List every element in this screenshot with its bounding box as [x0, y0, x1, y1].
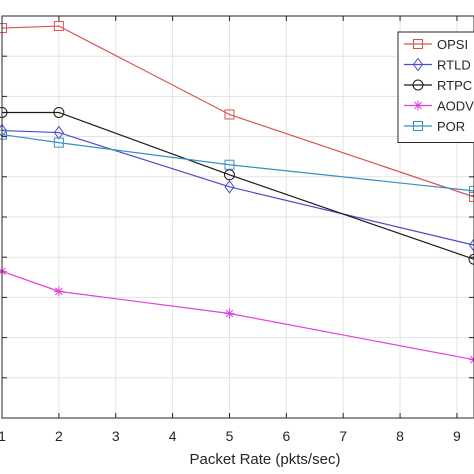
x-tick-label-2: 2: [55, 428, 63, 444]
x-tick-label-5: 5: [226, 428, 234, 444]
series-line-por: [1, 133, 474, 192]
x-tick-label-3: 3: [112, 428, 120, 444]
data-point-por-1: [53, 137, 64, 148]
series-layer: [0, 21, 474, 365]
series-line-opsi: [1, 25, 474, 198]
legend-marker-rtpc: [412, 79, 424, 91]
data-point-rtld-2: [224, 180, 235, 194]
legend-box: [397, 31, 474, 143]
series-line-rtld: [1, 129, 474, 246]
legend-label-aodv: AODV: [437, 99, 474, 114]
legend-marker-aodv: [413, 100, 423, 111]
legend-marker-por: [413, 121, 423, 131]
data-point-por-2: [224, 159, 235, 170]
x-tick-label-7: 7: [339, 428, 347, 444]
series-line-rtpc: [2, 111, 474, 260]
data-point-rtpc-2: [223, 169, 235, 181]
axes: [1, 15, 474, 419]
x-tick-label-8: 8: [396, 428, 404, 444]
data-point-por-3: [469, 185, 474, 196]
x-axis-label: Packet Rate (pkts/sec): [190, 451, 341, 468]
data-point-rtld-3: [468, 238, 474, 252]
series-line-aodv: [1, 270, 474, 361]
data-point-rtpc-1: [53, 106, 65, 118]
x-tick-label-9: 9: [453, 428, 461, 444]
legend-label-opsi: OPSI: [437, 37, 468, 52]
x-tick-label-1: 1: [0, 428, 6, 444]
data-point-aodv-1: [53, 286, 64, 297]
legend-marker-opsi: [413, 39, 423, 49]
x-tick-labels: 1 2 3 4 5 6 7 8 9: [0, 428, 461, 444]
legend-label-por: POR: [437, 119, 465, 134]
data-point-aodv-3: [469, 354, 474, 365]
series-aodv: [0, 266, 474, 365]
data-point-opsi-3: [469, 191, 474, 202]
x-tick-label-6: 6: [282, 428, 290, 444]
x-tick-label-4: 4: [169, 428, 177, 444]
legend-marker-rtld: [412, 57, 424, 72]
data-point-opsi-2: [224, 109, 235, 120]
data-point-aodv-2: [224, 308, 235, 319]
data-point-aodv-0: [0, 266, 7, 277]
legend: OPSI RTLD RTPC AODV POR: [397, 31, 474, 143]
series-rtld: [0, 123, 474, 252]
legend-label-rtld: RTLD: [437, 58, 471, 73]
data-point-opsi-1: [53, 21, 64, 32]
data-point-rtpc-3: [468, 253, 474, 265]
grid-lines: [1, 15, 474, 419]
legend-label-rtpc: RTPC: [437, 78, 472, 93]
